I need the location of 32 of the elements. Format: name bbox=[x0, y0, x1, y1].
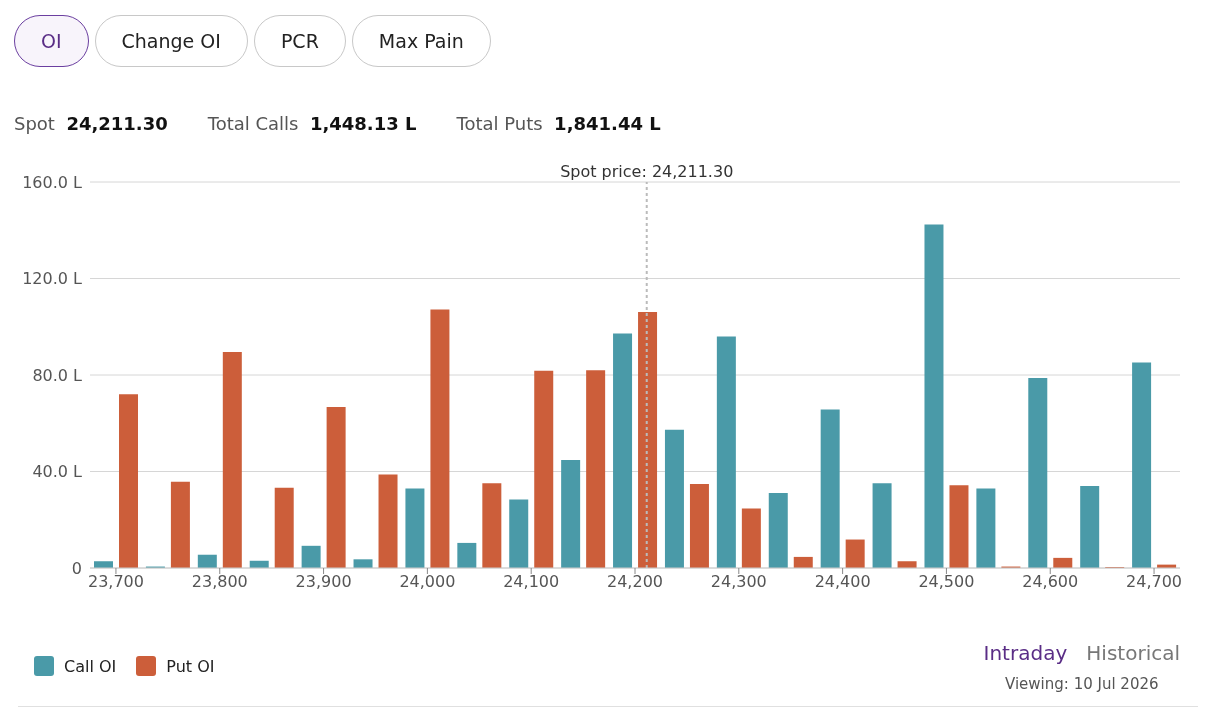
text: Total Puts bbox=[456, 113, 543, 134]
text: Historical bbox=[1086, 641, 1180, 665]
x-tick-label: 24,000 bbox=[399, 572, 456, 592]
x-tick-label: 24,100 bbox=[503, 572, 560, 592]
y-tick-label: 120.0 L bbox=[22, 269, 83, 289]
text: PCR bbox=[253, 15, 346, 67]
x-tick-label: 24,300 bbox=[710, 572, 767, 592]
x-tick-label: 23,800 bbox=[191, 572, 248, 592]
y-tick-label: 0 bbox=[71, 558, 82, 578]
x-tick-label: 24,200 bbox=[607, 572, 663, 592]
text: OI bbox=[14, 15, 89, 67]
text: Intraday bbox=[983, 641, 1068, 665]
text: Max Pain bbox=[351, 15, 491, 67]
text: Total Calls bbox=[207, 113, 299, 134]
x-tick-label: 24,400 bbox=[814, 572, 871, 592]
text: Spot bbox=[14, 113, 55, 134]
x-tick-label: 24,700 bbox=[1126, 572, 1183, 592]
text: 1,841.44 L bbox=[554, 113, 661, 134]
x-tick-label: 23,700 bbox=[87, 572, 144, 592]
x-tick-label: 24,600 bbox=[1022, 572, 1079, 592]
text: 24,211.30 bbox=[66, 113, 168, 134]
legend-label: Put OI bbox=[166, 656, 215, 676]
text: Viewing: 10 Jul 2026 bbox=[1004, 675, 1160, 693]
y-tick-label: 80.0 L bbox=[32, 365, 83, 385]
y-tick-label: 160.0 L bbox=[22, 172, 83, 192]
text: Change OI bbox=[94, 15, 248, 67]
x-tick-label: 24,500 bbox=[918, 572, 975, 592]
text: 1,448.13 L bbox=[309, 113, 417, 134]
legend-label: Call OI bbox=[64, 656, 117, 676]
x-tick-label: 23,900 bbox=[295, 572, 352, 592]
ref-line-label: Spot price: 24,211.30 bbox=[560, 162, 734, 181]
y-tick-label: 40.0 L bbox=[32, 462, 83, 482]
